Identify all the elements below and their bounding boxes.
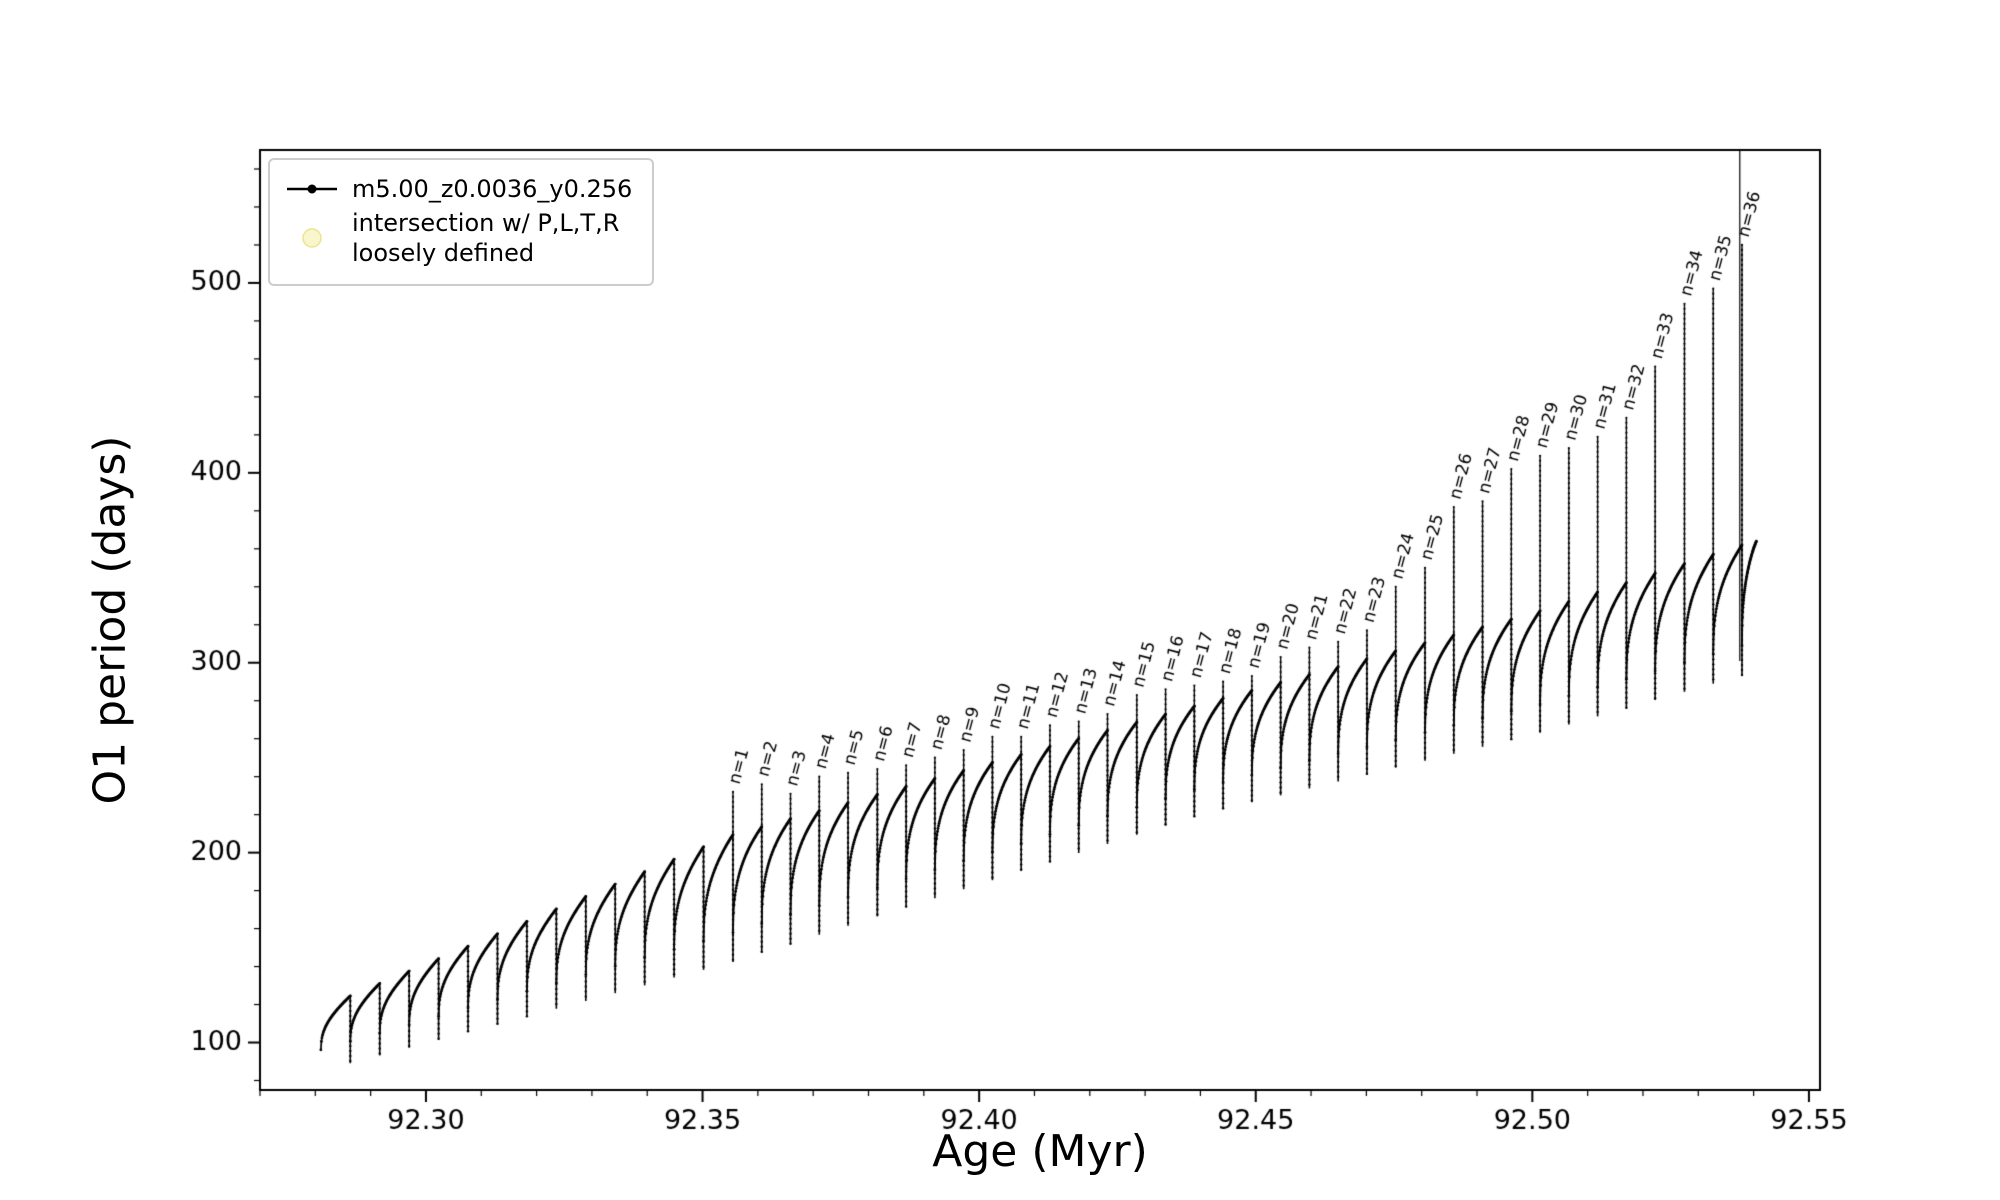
legend-entry-series: m5.00_z0.0036_y0.256 [284, 174, 632, 204]
y-axis-label: O1 period (days) [84, 435, 136, 805]
legend-intersection-label-line2: loosely defined [352, 239, 535, 267]
circle-marker-icon [284, 216, 340, 260]
legend-entry-intersection: intersection w/ P,L,T,R loosely defined [284, 208, 632, 268]
x-axis-label: Age (Myr) [932, 1126, 1148, 1177]
legend-series-label: m5.00_z0.0036_y0.256 [352, 175, 633, 203]
legend-intersection-label: intersection w/ P,L,T,R loosely defined [352, 208, 619, 268]
legend-intersection-label-line1: intersection w/ P,L,T,R [352, 209, 620, 237]
line-dot-marker-icon [284, 178, 340, 200]
legend: m5.00_z0.0036_y0.256 intersection w/ P,L… [268, 158, 655, 286]
